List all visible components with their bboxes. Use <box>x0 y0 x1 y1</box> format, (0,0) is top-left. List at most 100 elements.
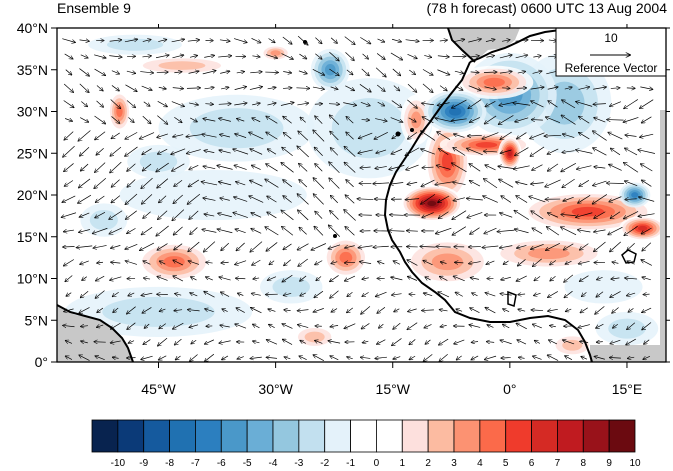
wind-vector <box>405 199 420 200</box>
wind-vector <box>217 166 233 170</box>
wind-vector <box>451 119 467 121</box>
wind-vector <box>564 274 574 282</box>
wind-vector <box>360 101 370 105</box>
wind-vector <box>233 38 247 43</box>
colorbar-box <box>117 419 145 453</box>
wind-vector <box>220 134 231 137</box>
wind-vector <box>377 339 386 344</box>
wind-vector <box>503 309 510 312</box>
wind-vector <box>582 292 587 296</box>
wind-vector <box>281 53 294 60</box>
wind-vector <box>81 101 87 106</box>
wind-vector <box>420 246 436 247</box>
wind-vector <box>204 55 214 57</box>
colorbar-label: -5 <box>243 458 252 469</box>
wind-vector <box>221 292 230 297</box>
wind-vector <box>390 117 403 123</box>
wind-vector <box>314 290 324 297</box>
x-tick-label: 15°W <box>376 381 411 397</box>
wind-vector <box>358 246 373 248</box>
wind-vector <box>638 213 655 217</box>
wind-vector <box>423 260 433 266</box>
wind-vector <box>267 149 277 155</box>
wind-vector <box>267 87 276 88</box>
wind-vector <box>283 243 292 250</box>
wind-vector <box>358 149 373 153</box>
wind-vector <box>176 355 181 360</box>
wind-vector <box>202 134 217 138</box>
wind-vector <box>157 178 169 188</box>
wind-vector <box>421 179 435 187</box>
wind-vector <box>436 246 451 247</box>
wind-vector <box>266 242 278 251</box>
wind-vector <box>472 293 478 296</box>
wind-vector <box>206 277 213 281</box>
colorbar-box <box>557 419 584 453</box>
wind-vector <box>642 307 652 312</box>
wind-vector <box>393 261 401 265</box>
wind-vector <box>500 131 512 139</box>
wind-vector <box>408 309 417 312</box>
wind-vector <box>391 100 402 108</box>
wind-vector <box>407 231 418 232</box>
wind-vector <box>547 148 559 154</box>
anomaly-contour-13-3 <box>304 331 325 343</box>
wind-vector <box>111 116 120 123</box>
wind-vector <box>140 72 153 73</box>
wind-vector <box>563 196 574 201</box>
wind-vector <box>548 101 558 108</box>
wind-vector <box>63 230 75 232</box>
colorbar-label: 6 <box>529 458 535 469</box>
wind-vector <box>157 133 168 138</box>
wind-vector <box>576 102 593 107</box>
wind-vector <box>111 132 120 139</box>
wind-vector <box>173 194 183 203</box>
wind-vector <box>284 259 292 266</box>
wind-vector <box>219 341 231 343</box>
wind-vector <box>111 179 120 187</box>
reference-vector-label: Reference Vector <box>565 61 658 75</box>
wind-vector <box>251 293 261 295</box>
wind-vector <box>315 116 323 124</box>
wind-vector <box>360 167 371 168</box>
wind-vector <box>628 357 635 358</box>
wind-vector <box>408 117 416 122</box>
wind-vector <box>81 341 88 343</box>
wind-vector <box>299 53 306 59</box>
wind-vector <box>82 276 87 281</box>
wind-vector <box>143 163 152 171</box>
colorbar-label: -8 <box>165 458 174 469</box>
wind-vector <box>435 181 453 185</box>
wind-vector <box>394 309 400 312</box>
y-tick-label: 20°N <box>17 187 48 203</box>
wind-vector <box>204 292 215 298</box>
wind-vector <box>298 131 309 141</box>
wind-vector <box>440 325 447 326</box>
wind-vector <box>125 84 136 92</box>
anomaly-contour-24-6 <box>441 151 453 172</box>
wind-vector <box>519 357 525 358</box>
wind-vector <box>548 163 559 171</box>
wind-vector <box>469 325 481 328</box>
wind-vector <box>172 163 185 171</box>
wind-vector <box>455 262 464 263</box>
wind-vector <box>78 130 91 141</box>
wind-vector <box>64 180 74 186</box>
wind-vector <box>391 39 401 42</box>
wind-vector <box>95 162 106 173</box>
wind-vector <box>389 231 405 232</box>
wind-vector <box>562 100 576 109</box>
wind-vector <box>173 322 184 329</box>
wind-vector <box>516 196 528 203</box>
wind-vector <box>188 179 200 187</box>
wind-vector <box>81 326 88 327</box>
wind-vector <box>468 135 482 136</box>
wind-vector <box>546 117 561 124</box>
wind-vector <box>548 309 558 311</box>
wind-vector <box>407 182 418 184</box>
colorbar-label: 4 <box>477 458 483 469</box>
wind-vector <box>249 87 262 90</box>
wind-vector <box>530 87 544 89</box>
wind-vector <box>329 51 339 61</box>
wind-vector <box>190 354 198 362</box>
